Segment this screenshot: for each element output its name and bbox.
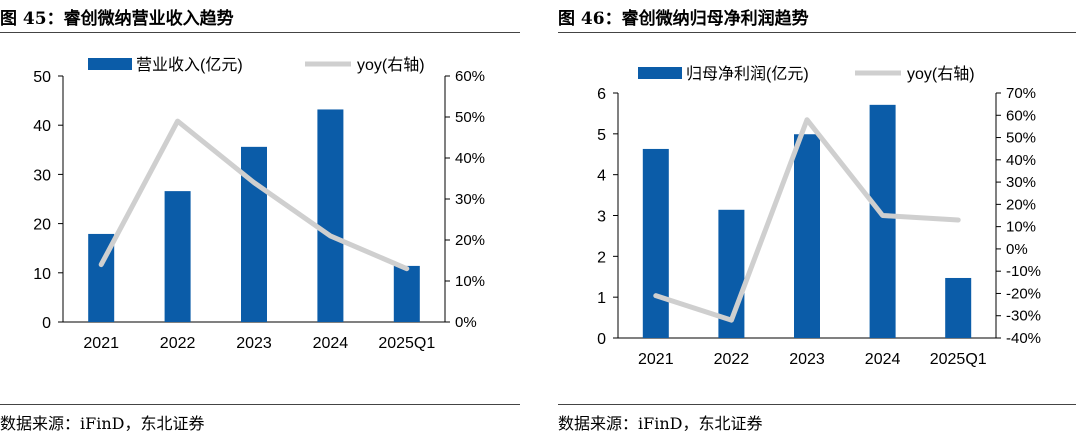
x-tick-label: 2025Q1 bbox=[378, 335, 435, 352]
left-tick-label: 3 bbox=[597, 209, 606, 226]
right-tick-label: -20% bbox=[1006, 285, 1041, 302]
x-tick-label: 2022 bbox=[160, 335, 196, 352]
right-tick-label: 70% bbox=[1006, 85, 1036, 102]
bar bbox=[393, 265, 420, 322]
right-tick-label: 40% bbox=[1006, 152, 1036, 169]
chart-panel-revenue: 图 45：睿创微纳营业收入趋势 0 10 20 30 40 50 0% 10% 20% 30% 40… bbox=[0, 0, 525, 438]
x-tick-label: 2023 bbox=[236, 335, 272, 352]
title-divider bbox=[0, 32, 520, 33]
right-tick-label: 0% bbox=[1006, 241, 1028, 258]
left-tick-label: 30 bbox=[33, 167, 51, 184]
left-tick-label: 1 bbox=[597, 290, 606, 307]
bar bbox=[794, 134, 820, 338]
source-divider bbox=[558, 404, 1076, 405]
legend-label-line: yoy(右轴) bbox=[357, 56, 425, 74]
bar bbox=[945, 277, 972, 338]
left-tick-label: 50 bbox=[33, 69, 51, 86]
x-tick-label: 2024 bbox=[865, 351, 901, 368]
right-tick-label: 20% bbox=[1006, 196, 1036, 213]
bar bbox=[869, 104, 896, 338]
left-tick-label: 4 bbox=[597, 168, 606, 185]
chart-panel-net-profit: 图 46：睿创微纳归母净利润趋势 0 1 2 3 4 5 6 -40% -30% -20% -10%… bbox=[558, 0, 1080, 438]
right-tick-label: 60% bbox=[455, 68, 485, 85]
right-tick-label: 60% bbox=[1006, 107, 1036, 124]
right-tick-label: -40% bbox=[1006, 330, 1041, 347]
x-tick-label: 2021 bbox=[638, 351, 674, 368]
left-tick-label: 10 bbox=[33, 266, 51, 283]
figure-title: 图 45：睿创微纳营业收入趋势 bbox=[0, 9, 234, 29]
source-divider bbox=[0, 404, 520, 405]
right-tick-label: -10% bbox=[1006, 263, 1041, 280]
left-tick-label: 0 bbox=[42, 315, 51, 332]
right-tick-label: 10% bbox=[455, 273, 485, 290]
right-tick-label: -30% bbox=[1006, 308, 1041, 325]
legend-swatch-bars bbox=[638, 67, 682, 79]
right-tick-label: 30% bbox=[455, 191, 485, 208]
legend-label-bars: 营业收入(亿元) bbox=[136, 56, 243, 74]
right-tick-label: 10% bbox=[1006, 219, 1036, 236]
left-tick-label: 0 bbox=[597, 331, 606, 348]
left-tick-label: 2 bbox=[597, 249, 606, 266]
right-tick-label: 0% bbox=[455, 314, 477, 331]
right-tick-label: 30% bbox=[1006, 174, 1036, 191]
legend-swatch-bars bbox=[88, 58, 132, 70]
x-tick-label: 2024 bbox=[313, 335, 349, 352]
legend-label-line: yoy(右轴) bbox=[907, 65, 975, 83]
x-tick-label: 2022 bbox=[714, 351, 750, 368]
left-tick-label: 20 bbox=[33, 217, 51, 234]
x-tick-label: 2023 bbox=[789, 351, 825, 368]
right-tick-label: 50% bbox=[1006, 130, 1036, 147]
source-note: 数据来源：iFinD，东北证券 bbox=[558, 414, 763, 433]
title-divider bbox=[558, 32, 1076, 33]
right-tick-label: 20% bbox=[455, 232, 485, 249]
x-tick-label: 2021 bbox=[83, 335, 119, 352]
right-tick-label: 50% bbox=[455, 109, 485, 126]
left-tick-label: 40 bbox=[33, 118, 51, 135]
right-tick-label: 40% bbox=[455, 150, 485, 167]
left-tick-label: 6 bbox=[597, 86, 606, 103]
figure-title: 图 46：睿创微纳归母净利润趋势 bbox=[558, 9, 809, 29]
bar bbox=[317, 109, 344, 323]
legend-label-bars: 归母净利润(亿元) bbox=[686, 65, 809, 83]
x-tick-label: 2025Q1 bbox=[930, 351, 987, 368]
left-tick-label: 5 bbox=[597, 127, 606, 144]
source-note: 数据来源：iFinD，东北证券 bbox=[0, 414, 205, 433]
net-profit-chart: 0 1 2 3 4 5 6 -40% -30% -20% -10% 0% 10% 20% 30% 40% 50%… bbox=[597, 65, 1041, 368]
bar bbox=[642, 148, 669, 338]
bar bbox=[164, 191, 191, 322]
revenue-chart: 0 10 20 30 40 50 0% 10% 20% 30% 40% 50% 60% 2021 2022 2… bbox=[33, 56, 485, 352]
